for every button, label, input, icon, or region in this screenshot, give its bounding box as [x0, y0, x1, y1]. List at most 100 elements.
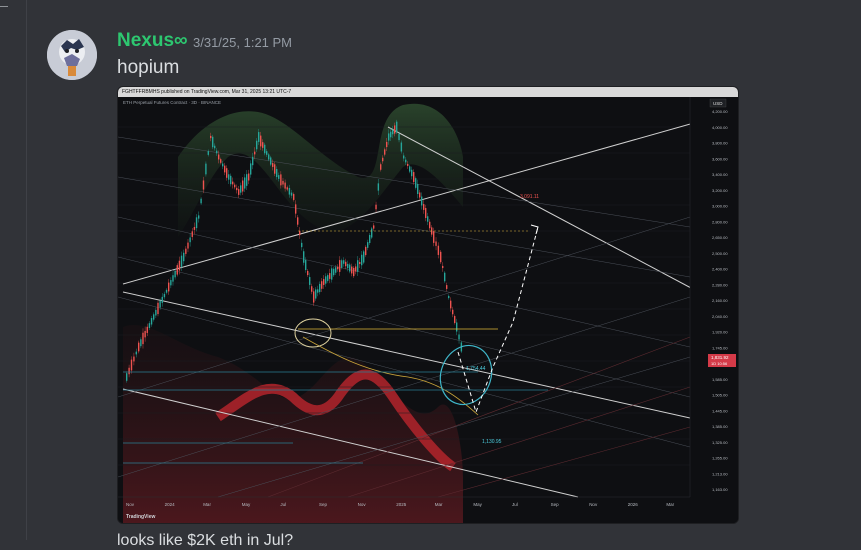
chart-screenshot: 3,091.11 1,754.44 1,130.95 ETH Perpetual… [118, 97, 738, 523]
candle-body [128, 367, 130, 375]
candle-body [333, 268, 335, 276]
time-axis-labels: Nov 2024 Mar May Jul Sep Nov 2025 Mar May Jul Sep No… [126, 502, 675, 507]
candle-body [278, 175, 280, 179]
avatar[interactable] [47, 30, 97, 80]
candle-body [242, 180, 244, 192]
time-tick-label: Mar [435, 502, 443, 507]
channel-line [118, 216, 691, 348]
candle-body [407, 163, 409, 167]
candle-body [380, 164, 382, 170]
candle-body [144, 330, 146, 338]
candle-body [274, 164, 276, 174]
candle-body [365, 246, 367, 256]
candle-body [157, 302, 159, 315]
candle-body [305, 259, 307, 271]
candle-body [371, 228, 373, 238]
candle-body [415, 178, 417, 188]
channel-line [347, 386, 691, 498]
candle-body [367, 242, 369, 248]
candle-body [454, 316, 456, 323]
candle-body [347, 263, 349, 269]
candle-body [214, 145, 216, 149]
candle-body [435, 241, 437, 246]
candle-body [301, 242, 303, 248]
candle-body [423, 204, 425, 210]
time-tick-label: Nov [358, 502, 367, 507]
candle-body [349, 264, 351, 272]
price-tick-label: 3,000.00 [712, 204, 728, 209]
candle-body [224, 165, 226, 173]
candle-body [353, 267, 355, 277]
candle-body [135, 351, 137, 355]
currency-label: USD [713, 101, 723, 106]
channel-line [118, 216, 691, 398]
candle-body [238, 189, 240, 195]
projection-arrowhead [530, 224, 539, 235]
price-tick-label: 1,445.00 [712, 408, 728, 413]
candle-body [405, 159, 407, 163]
candle-body [335, 267, 337, 273]
candle-body [337, 266, 339, 270]
candle-body [413, 172, 415, 182]
price-axis [690, 97, 738, 523]
channel-line [122, 118, 709, 285]
price-axis-labels: 4,200.00 4,000.00 3,800.00 3,600.00 3,400.00… [712, 109, 728, 492]
price-tick-label: 2,500.00 [712, 251, 728, 256]
channel-line [118, 176, 691, 278]
candle-body [218, 154, 220, 160]
candle-body [191, 231, 193, 237]
time-tick-label: Jul [512, 502, 518, 507]
candle-body [361, 254, 363, 266]
candle-body [262, 142, 264, 148]
candle-body [266, 151, 268, 155]
price-tick-label: 2,040.00 [712, 314, 728, 319]
candle-body [148, 323, 151, 328]
rail-divider [0, 6, 8, 7]
candle-body [163, 293, 166, 298]
channel-line [387, 126, 709, 298]
left-rail [0, 0, 27, 540]
candle-body [377, 183, 380, 191]
candle-body [403, 155, 405, 159]
candle-body [284, 182, 286, 189]
price-tick-label: 2,650.00 [712, 235, 728, 240]
price-candles [126, 119, 463, 383]
candle-body [429, 221, 431, 229]
candle-body [388, 133, 390, 141]
username[interactable]: Nexus∞ [117, 30, 188, 51]
candle-body [295, 204, 297, 214]
candle-body [232, 181, 234, 185]
candle-body [170, 280, 172, 286]
candle-body [303, 251, 305, 263]
candle-body [138, 342, 140, 352]
price-tick-label: 2,800.00 [712, 219, 728, 224]
candle-body [256, 140, 258, 150]
candle-body [400, 142, 403, 152]
time-tick-label: Jul [280, 502, 286, 507]
price-tick-label: 3,400.00 [712, 172, 728, 177]
candle-body [268, 154, 270, 160]
candle-body [357, 260, 359, 272]
candle-body [195, 217, 198, 229]
candle-body [250, 163, 252, 175]
channel-line [267, 336, 691, 498]
candle-body [375, 204, 377, 210]
time-tick-label: 2025 [396, 502, 407, 507]
candle-body [130, 359, 133, 371]
candle-body [392, 129, 394, 135]
candle-body [176, 265, 178, 275]
candle-body [178, 260, 181, 271]
candle-body [359, 261, 361, 265]
candle-body [450, 300, 452, 309]
candle-body [222, 163, 224, 167]
image-attachment[interactable]: FGHTFFRBMHS published on TradingView.com… [117, 86, 739, 524]
candle-body [272, 163, 274, 167]
time-tick-label: Nov [589, 502, 598, 507]
candle-body [254, 151, 256, 155]
candle-body [427, 216, 429, 222]
lower-band-fill [123, 324, 463, 523]
candle-body [456, 322, 458, 332]
candle-body [200, 198, 202, 204]
price-tick-label: 1,265.00 [712, 456, 728, 461]
candle-body [248, 173, 250, 181]
